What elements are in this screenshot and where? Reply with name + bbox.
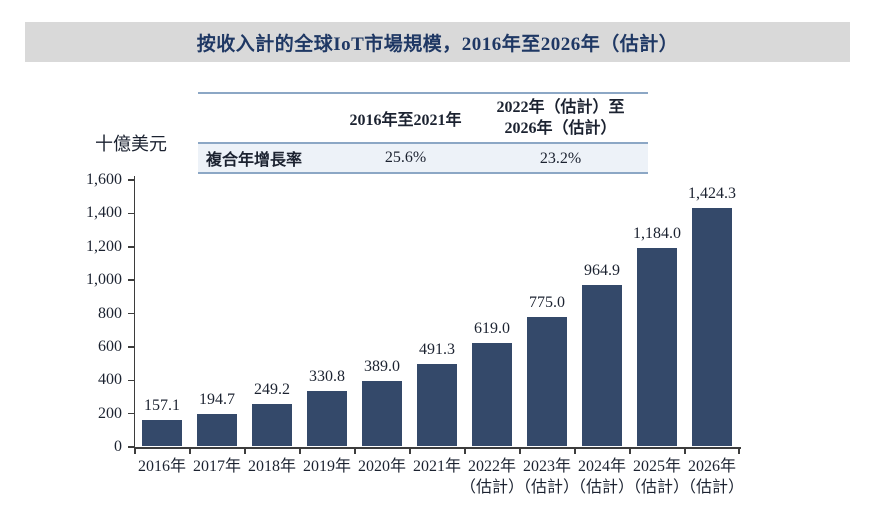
x-axis-tick [299,448,301,454]
x-axis-label-year: 2022年 [467,458,516,475]
bar-value-label: 619.0 [474,320,510,337]
x-axis-label-year: 2020年 [357,458,406,475]
bar-value-label: 964.9 [584,262,620,279]
x-axis-label-estimate: （估計） [514,479,579,496]
x-axis-tick [629,448,631,454]
x-axis-label-year: 2025年 [632,458,681,475]
x-axis-label: 2018年 [236,456,308,477]
bar-value-label: 389.0 [364,358,400,375]
y-axis-tick [128,312,135,315]
bar-2025 [637,248,677,446]
x-axis-label-year: 2023年 [522,458,571,475]
cagr-table-header-row: 2016年至2021年 2022年（估計）至 2026年（估計） [198,94,648,142]
cagr-table-data-row: 複合年增長率 25.6% 23.2% [198,144,648,172]
bar-2024 [582,285,622,446]
bar-2023 [527,317,567,446]
cagr-table-top-rule [198,92,648,94]
y-axis-tick [128,446,135,448]
x-axis-tick [519,448,521,454]
x-axis-label: 2016年 [126,456,198,477]
x-axis-tick [684,448,686,454]
plot-area: 0 200 400 600 800 1,000 1,200 1,400 1,600 157.1 20… [86,171,744,496]
y-axis-tick [128,379,135,381]
bar-2020 [362,381,402,446]
cagr-row-label: 複合年增長率 [206,152,303,169]
x-axis-label: 2021年 [401,456,473,477]
bar-value-label: 1,184.0 [633,225,681,242]
bar-2026 [692,208,732,446]
x-axis-tick [574,448,576,454]
x-axis-label-estimate: （估計） [679,479,744,496]
y-axis-tick-label: 1,600 [86,171,122,188]
x-axis-label: 2019年 [291,456,363,477]
figure-title: 按收入計的全球IoT市場規模，2016年至2026年（估計） [196,33,679,55]
cagr-table-mid-rule [198,142,648,144]
y-axis-tick-label: 200 [98,404,122,422]
x-axis-label-estimate: （估計） [459,479,524,496]
x-axis-tick [409,448,411,454]
bar-value-label: 1,424.3 [688,185,736,202]
y-axis-tick [128,412,135,415]
bar-value-label: 775.0 [529,294,565,311]
y-axis-tick [128,346,135,348]
cagr-header-period2-line2: 2026年（估計） [504,120,617,137]
x-axis-label: 2020年 [346,456,418,477]
cagr-header-period1: 2016年至2021年 [349,112,462,129]
bar-2017 [197,414,237,446]
bar-2021 [417,364,457,446]
bar-value-label: 491.3 [419,341,455,358]
x-axis-tick [464,448,466,454]
x-axis-label-year: 2016年 [137,458,186,475]
x-axis-label-year: 2017年 [192,458,241,475]
x-axis-label: 2023年 （估計） [511,456,583,498]
cagr-table: 2016年至2021年 2022年（估計）至 2026年（估計） 複合年增長率 … [198,92,648,174]
cagr-header-period2: 2022年（估計）至 2026年（估計） [473,97,648,139]
x-axis-tick [244,448,246,454]
x-axis-tick [134,448,136,454]
x-axis-line [133,447,741,449]
y-axis-line [133,176,135,448]
x-axis-label-year: 2026年 [687,458,736,475]
x-axis-tick [354,448,356,454]
cagr-table-bottom-rule [198,172,648,174]
bar-2019 [307,391,347,446]
cagr-value-period2: 23.2% [539,149,582,167]
x-axis-label: 2026年 （估計） [676,456,748,498]
bar-2016 [142,420,182,446]
y-axis-tick-label: 0 [114,438,122,455]
x-axis-label-year: 2021年 [412,458,461,475]
bar-value-label: 194.7 [199,391,235,408]
y-axis-tick [128,279,135,281]
x-axis-label-year: 2024年 [577,458,626,475]
x-axis-label-year: 2018年 [247,458,296,475]
cagr-header-period2-line1: 2022年（估計）至 [496,99,625,116]
y-axis-tick-label: 600 [98,337,122,355]
x-axis-label-estimate: （估計） [624,479,689,496]
y-axis-tick-label: 800 [98,304,122,322]
x-axis-label: 2017年 [181,456,253,477]
bar-value-label: 249.2 [254,381,290,398]
x-axis-label: 2025年 （估計） [621,456,693,498]
figure-title-banner: 按收入計的全球IoT市場規模，2016年至2026年（估計） [25,22,850,62]
x-axis-tick [189,448,191,454]
bar-2018 [252,404,292,446]
y-axis-unit-label: 十億美元 [95,134,167,154]
x-axis-label: 2024年 （估計） [566,456,638,498]
y-axis-tick [128,212,135,215]
y-axis-tick-label: 400 [98,371,122,389]
y-axis-tick [128,179,135,181]
x-axis-label: 2022年 （估計） [456,456,528,498]
bar-2022 [472,343,512,446]
bar-value-label: 157.1 [144,397,180,414]
bar-value-label: 330.8 [309,368,345,385]
x-axis-label-year: 2019年 [302,458,351,475]
y-axis-tick-label: 1,400 [86,204,122,222]
y-axis-tick-label: 1,200 [86,237,122,255]
y-axis-tick-label: 1,000 [86,271,122,289]
x-axis-label-estimate: （估計） [569,479,634,496]
cagr-value-period1: 25.6% [384,149,427,166]
x-axis-tick [738,448,740,454]
y-axis-tick [128,246,135,248]
